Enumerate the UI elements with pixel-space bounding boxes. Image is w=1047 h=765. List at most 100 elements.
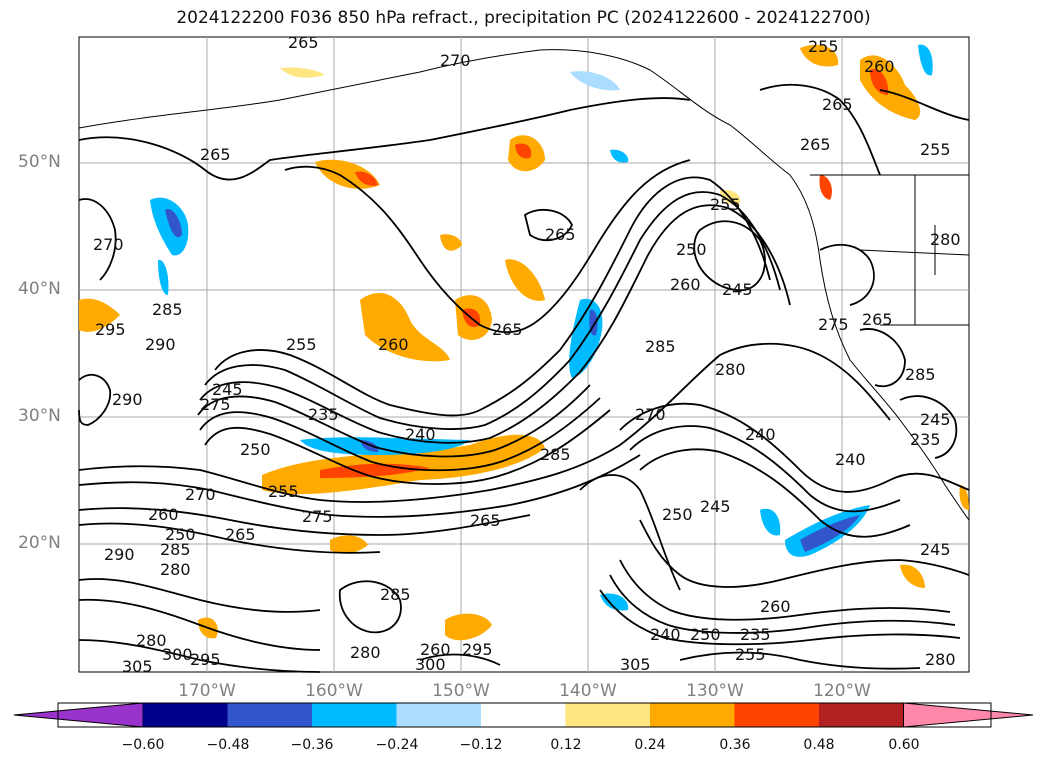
- lat-label: 20°N: [18, 533, 61, 553]
- contour-label: 285: [645, 337, 676, 356]
- contour-label: 280: [160, 560, 191, 579]
- precip-patch: [150, 197, 189, 256]
- lon-label: 150°W: [432, 681, 490, 701]
- contour-label: 265: [492, 320, 523, 339]
- colorbar-tick-label: 0.24: [634, 737, 666, 753]
- precip-patch: [900, 564, 925, 588]
- contour-label: 240: [405, 425, 436, 444]
- colorbar-segment: [481, 703, 566, 727]
- contour-label: 245: [920, 540, 951, 559]
- contour-label: 280: [925, 650, 956, 669]
- contour-label: 300: [162, 645, 193, 664]
- precip-fill-negative: [150, 44, 933, 611]
- contour-label: 285: [160, 540, 191, 559]
- contour-label: 245: [700, 497, 731, 516]
- colorbar-tick-label: −0.12: [459, 737, 503, 753]
- precip-patch: [445, 613, 492, 641]
- colorbar-tick-label: 0.36: [719, 737, 751, 753]
- contour-label: 250: [165, 525, 196, 544]
- contour-label: 250: [690, 625, 721, 644]
- precip-patch: [158, 259, 169, 295]
- colorbar-segment: [312, 703, 397, 727]
- contour-label: 285: [540, 445, 571, 464]
- contour-label: 275: [302, 507, 333, 526]
- contour-label: 250: [240, 440, 271, 459]
- contour-label: 300: [415, 655, 446, 674]
- lat-label: 30°N: [18, 406, 61, 426]
- colorbar-extend-max: [903, 702, 1034, 728]
- contour-label: 270: [185, 485, 216, 504]
- contour-label: 260: [760, 597, 791, 616]
- refractivity-contours: [78, 83, 970, 673]
- precip-patch: [280, 67, 325, 78]
- contour-label: 285: [905, 365, 936, 384]
- coastlines: [78, 49, 970, 521]
- contour-label: 240: [835, 450, 866, 469]
- contour-label: 305: [122, 657, 153, 676]
- contour-label: 280: [715, 360, 746, 379]
- contour-label: 280: [350, 643, 381, 662]
- lon-label: 160°W: [305, 681, 363, 701]
- contour-label: 280: [930, 230, 961, 249]
- lon-label: 120°W: [813, 681, 871, 701]
- contour-label: 295: [462, 640, 493, 659]
- precip-patch: [355, 171, 378, 186]
- contour-label: 270: [93, 235, 124, 254]
- contour-label: 290: [104, 545, 135, 564]
- precip-patch: [515, 143, 532, 159]
- precip-patch: [330, 535, 368, 554]
- colorbar-tick-label: −0.36: [290, 737, 334, 753]
- contour-label: 255: [710, 195, 741, 214]
- contour-label: 290: [112, 390, 143, 409]
- contour-label: 260: [864, 57, 895, 76]
- map-title: 2024122200 F036 850 hPa refract., precip…: [176, 8, 871, 28]
- precip-patch: [360, 292, 450, 362]
- colorbar-tick-label: −0.48: [206, 737, 250, 753]
- contour-label: 250: [676, 240, 707, 259]
- contour-label: 265: [225, 525, 256, 544]
- contour-label: 305: [620, 655, 651, 674]
- contour-label: 275: [818, 315, 849, 334]
- lon-label: 170°W: [178, 681, 236, 701]
- contour-label: 285: [380, 585, 411, 604]
- contour-label: 285: [152, 300, 183, 319]
- colorbar-extend-min: [13, 702, 144, 728]
- contour-label: 265: [288, 33, 319, 52]
- contour-label: 235: [910, 430, 941, 449]
- contour-label: 260: [420, 640, 451, 659]
- lat-label: 50°N: [18, 152, 61, 172]
- contour-label: 255: [286, 335, 317, 354]
- contour-labels: 265 270 265 255 260 265 265 265 255 265 …: [93, 33, 961, 676]
- colorbar-segment: [734, 703, 820, 727]
- contour-label: 265: [800, 135, 831, 154]
- colorbar-tick-label: −0.60: [121, 737, 165, 753]
- precip-patch: [610, 149, 629, 163]
- contour-label: 240: [650, 625, 681, 644]
- contour-label: 260: [148, 505, 179, 524]
- precip-patch: [262, 434, 545, 495]
- colorbar-segment: [227, 703, 313, 727]
- precip-patch: [440, 234, 462, 251]
- contour-label: 255: [268, 482, 299, 501]
- precip-patch: [570, 71, 620, 91]
- contour-label: 290: [145, 335, 176, 354]
- contour-label: 280: [136, 631, 167, 650]
- contour-label: 265: [862, 310, 893, 329]
- precip-patch: [800, 44, 839, 67]
- contour-label: 265: [545, 225, 576, 244]
- contour-label: 265: [470, 511, 501, 530]
- contour-label: 295: [95, 320, 126, 339]
- contour-label: 245: [920, 410, 951, 429]
- precip-patch: [819, 175, 832, 200]
- precip-patch: [800, 515, 860, 552]
- contour-label: 265: [822, 95, 853, 114]
- colorbar-segment: [396, 703, 482, 727]
- precip-patch: [505, 259, 545, 301]
- colorbar-segment: [650, 703, 735, 727]
- lon-label: 140°W: [559, 681, 617, 701]
- contour-label: 250: [662, 505, 693, 524]
- colorbar-tick-label: 0.12: [550, 737, 582, 753]
- contour-label: 270: [440, 51, 471, 70]
- precip-patch: [870, 69, 889, 95]
